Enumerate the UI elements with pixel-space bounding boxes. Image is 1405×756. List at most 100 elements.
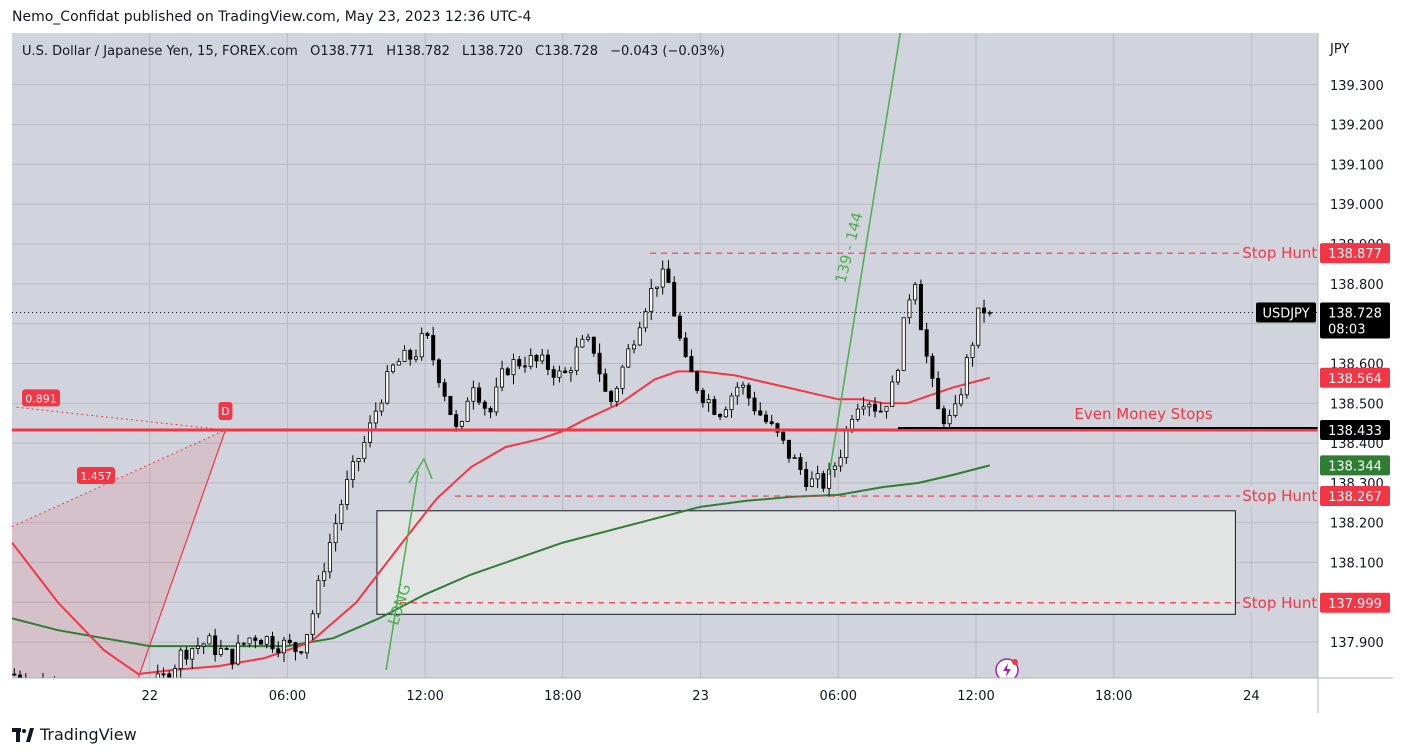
candle [890,375,895,407]
candle-body-down [763,414,768,423]
candle [683,332,688,358]
candle [580,334,585,348]
candle [477,382,482,405]
candle-body-up [586,336,591,340]
candle-body-down [591,336,596,354]
candle-body-down [454,414,459,427]
target-trendline [828,33,902,476]
candle-body-up [402,349,407,362]
candle [224,646,229,650]
y-tick-label: 139.200 [1330,119,1384,134]
x-tick-label: 12:00 [406,689,443,704]
candle-body-down [259,639,264,645]
candle [901,317,906,371]
candle [247,637,252,648]
candle-body-up [838,457,843,467]
candle-body-down [442,382,447,397]
candle-body-down [184,649,189,660]
candle [396,358,401,366]
candle [425,331,430,339]
candle-body-up [304,634,309,654]
candle [626,343,631,368]
candle-body-up [333,523,338,544]
candle-body-down [213,635,218,656]
candle-body-up [620,366,625,389]
candle-body-down [677,315,682,339]
ma-slow-line [12,464,991,648]
level-label: Stop Hunt [1242,594,1317,612]
candle [339,499,344,531]
price-tag-label: 138.433 [1328,424,1382,439]
long-arrow [385,470,420,671]
candle-body-down [563,370,568,374]
candle [488,406,493,419]
y-tick-label: 139.100 [1330,158,1384,173]
price-tag-label: 138.564 [1328,372,1382,387]
candle [838,449,843,472]
candle-body-down [551,369,556,378]
candle-body-down [425,333,430,336]
candle [310,610,315,640]
candle-body-down [534,355,539,362]
candle-body-down [924,329,929,357]
candle [706,394,711,413]
candle-body-up [207,635,212,645]
candle-body-up [316,579,321,615]
candle [614,386,619,407]
candle [345,470,350,510]
candle-body-up [850,418,855,430]
candle-body-up [459,421,464,427]
candle [322,562,327,587]
candle-body-down [878,410,883,413]
candle-body-up [500,368,505,388]
long-arrowhead [408,457,433,484]
candle-body-up [247,637,252,645]
candle-body-up [345,479,350,505]
candle-body-up [465,400,470,422]
candle [832,462,837,478]
tradingview-brand[interactable]: TradingView [12,725,137,744]
candle [264,635,269,649]
candles-layer [12,259,992,712]
consolidation-box [376,510,1236,615]
candle-body-down [287,639,292,644]
harmonic-pattern-fill [12,429,226,678]
candle-body-up [723,409,728,418]
candle-body-up [815,473,820,480]
candle [281,636,286,663]
candle-body-up [970,344,975,358]
candle [454,410,459,432]
candle [327,533,332,579]
candle [861,397,866,416]
candle [643,308,648,333]
pattern-layer [12,406,1236,679]
ma-fast-layer [12,370,991,676]
current-price-tag [1320,302,1390,339]
candle-body-up [614,388,619,402]
candle-body-down [758,410,763,416]
candle [953,395,958,418]
candle-body-up [178,649,183,669]
candle-body-down [695,371,700,391]
symbol-tag-label: USDJPY [1262,307,1309,322]
candle-body-up [947,415,952,425]
x-tick-label: 18:00 [544,689,581,704]
candle-body-down [930,355,935,379]
candle-body-up [626,348,631,368]
x-tick-label: 06:00 [820,689,857,704]
level-label: Even Money Stops [1074,405,1212,423]
candle [517,355,522,370]
candle [660,260,665,295]
candle-body-down [689,356,694,373]
candle-body-up [528,355,533,367]
candle [557,365,562,383]
candle [391,363,396,374]
candle-body-up [218,648,223,656]
candle-body-down [505,368,510,376]
candle [287,633,292,646]
countdown-label: 08:03 [1328,323,1365,338]
x-tick-label: 22 [141,689,158,704]
candle [941,405,946,429]
candle-body-up [356,458,361,463]
